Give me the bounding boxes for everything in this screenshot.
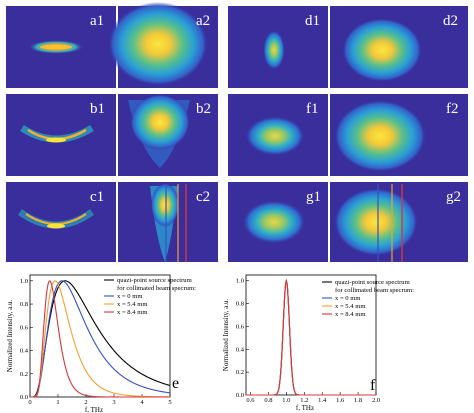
y-tick-label: 0.8 <box>20 301 28 308</box>
y-tick-label: 1.0 <box>236 278 244 285</box>
y-tick-label: 0.8 <box>236 301 244 308</box>
panel-c2: c2 <box>118 182 218 262</box>
legend-entry: x = 5.4 mm <box>117 301 148 308</box>
series-line <box>30 280 170 398</box>
panel-g2: g2 <box>330 182 468 262</box>
x-tick-label: 0.6 <box>246 397 255 404</box>
panel-label-d1: d1 <box>305 13 320 29</box>
x-tick-label: 0 <box>28 399 31 406</box>
series-line <box>30 280 171 398</box>
legend-entry: x = 0 mm <box>335 295 361 302</box>
panel-label-d2: d2 <box>443 13 458 29</box>
series-line <box>30 280 171 398</box>
image-grid: a1 a2 d1 d2 b1 b2 <box>6 2 468 262</box>
panel-a1: a1 <box>6 6 116 88</box>
panel-b2: b2 <box>118 94 218 176</box>
legend-entry: x = 8.4 mm <box>335 311 366 318</box>
x-tick-label: 1 <box>56 399 59 406</box>
panel-g1: g1 <box>228 182 328 262</box>
panel-d2: d2 <box>330 6 468 88</box>
legend-title-line: quazi-point source spectrum <box>117 277 193 284</box>
series-line <box>246 278 376 396</box>
panel-d1: d1 <box>228 6 328 88</box>
panel-f2: f2 <box>330 94 468 176</box>
y-tick-label: 0.0 <box>236 392 244 399</box>
panel-label-b2: b2 <box>196 101 211 117</box>
x-axis-label: f, THz <box>296 404 314 412</box>
x-tick-label: 4 <box>140 399 144 406</box>
x-tick-label: 5 <box>168 399 171 406</box>
chart-f: 0.6 0.8 1.0 1.2 1.4 1.6 1.8 2.0 0.0 0.2 0.4 0.6 0.8 1… <box>222 274 414 412</box>
panel-label-g2: g2 <box>446 189 461 205</box>
y-tick-label: 0.0 <box>20 394 28 401</box>
y-axis-label: Normalized Intensity, a.u. <box>6 300 14 373</box>
panel-label-g1: g1 <box>306 189 321 205</box>
panel-label-f1: f1 <box>306 101 319 117</box>
y-tick-label: 1.0 <box>20 278 28 285</box>
panel-label-a1: a1 <box>90 13 104 29</box>
y-axis-label: Normalized Intensity, a.u. <box>222 299 230 372</box>
series-line <box>30 280 171 398</box>
legend-title-line: quazi-point source spectrum <box>335 279 411 286</box>
panel-f1: f1 <box>228 94 328 176</box>
x-tick-label: 2.0 <box>372 397 380 404</box>
legend-entry: x = 5.4 mm <box>335 303 366 310</box>
x-tick-label: 1.2 <box>300 397 308 404</box>
panel-b1: b1 <box>6 94 116 176</box>
legend-title-line: for collimated beam specrum: <box>117 285 196 292</box>
plot-frame <box>29 274 171 398</box>
x-tick-label: 3 <box>112 399 115 406</box>
legend-entry: x = 8.4 mm <box>117 309 148 316</box>
x-tick-label: 1.0 <box>282 397 290 404</box>
panel-label-f2: f2 <box>446 101 459 117</box>
x-axis-label: f, THz <box>85 406 103 413</box>
x-tick-label: 1.8 <box>354 397 362 404</box>
x-tick-label: 0.8 <box>264 397 272 404</box>
panel-label-a2: a2 <box>196 13 210 29</box>
y-tick-label: 0.2 <box>20 371 28 378</box>
panel-label-b1: b1 <box>90 101 105 117</box>
y-tick-label: 0.6 <box>236 323 245 330</box>
x-tick-label: 2 <box>84 399 87 406</box>
x-tick-label: 1.4 <box>318 397 327 404</box>
y-tick-label: 0.6 <box>20 324 29 331</box>
panel-a2: a2 <box>108 2 218 88</box>
legend-title-line: for collimated beam specrum: <box>335 287 414 294</box>
x-tick-label: 1.6 <box>336 397 345 404</box>
panel-letter: f <box>370 377 376 394</box>
panel-letter: e <box>172 375 179 392</box>
y-tick-label: 0.4 <box>236 346 245 353</box>
legend-entry: x = 0 mm <box>117 293 143 300</box>
y-tick-label: 0.4 <box>20 348 29 355</box>
panel-label-c1: c1 <box>90 189 104 205</box>
chart-e: 0 1 2 3 4 5 0.0 0.2 0.4 0.6 0.8 1.0 f, THz Normalized… <box>6 274 196 413</box>
panel-label-c2: c2 <box>196 189 210 205</box>
panel-c1: c1 <box>6 182 116 262</box>
y-tick-label: 0.2 <box>236 369 244 376</box>
